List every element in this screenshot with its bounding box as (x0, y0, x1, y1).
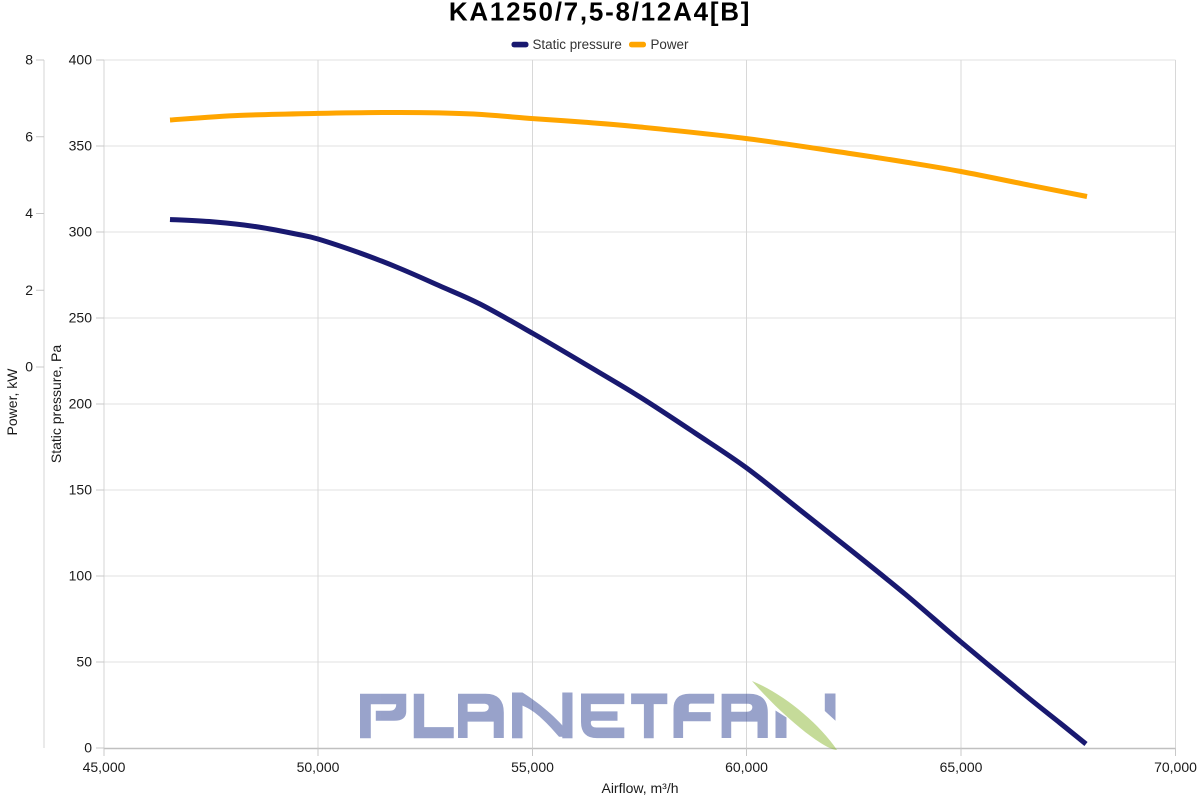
svg-text:65,000: 65,000 (940, 759, 983, 775)
svg-text:50: 50 (76, 654, 92, 670)
svg-text:0: 0 (25, 359, 33, 375)
svg-text:8: 8 (25, 52, 33, 68)
svg-text:250: 250 (69, 310, 93, 326)
svg-text:150: 150 (69, 482, 93, 498)
svg-text:45,000: 45,000 (83, 759, 126, 775)
svg-text:Static pressure: Static pressure (533, 37, 622, 52)
svg-text:2: 2 (25, 282, 33, 298)
svg-text:300: 300 (69, 224, 93, 240)
svg-text:Airflow, m³/h: Airflow, m³/h (601, 780, 678, 796)
svg-text:400: 400 (69, 52, 93, 68)
svg-text:6: 6 (25, 128, 33, 144)
svg-text:Power, kW: Power, kW (4, 368, 20, 436)
svg-text:KA1250/7,5-8/12A4[B]: KA1250/7,5-8/12A4[B] (449, 0, 751, 27)
svg-text:Static pressure, Pa: Static pressure, Pa (48, 345, 64, 463)
svg-text:60,000: 60,000 (725, 759, 768, 775)
svg-text:70,000: 70,000 (1154, 759, 1197, 775)
svg-text:4: 4 (25, 205, 33, 221)
svg-text:100: 100 (69, 568, 93, 584)
svg-text:Power: Power (651, 37, 689, 52)
svg-text:50,000: 50,000 (297, 759, 340, 775)
svg-text:350: 350 (69, 138, 93, 154)
svg-text:55,000: 55,000 (511, 759, 554, 775)
svg-text:0: 0 (84, 740, 92, 756)
svg-text:200: 200 (69, 396, 93, 412)
